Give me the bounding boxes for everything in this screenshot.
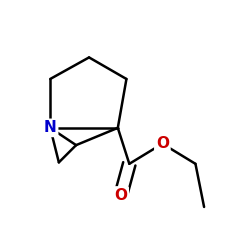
Text: N: N [44,120,56,136]
Text: O: O [114,188,127,203]
Text: O: O [156,136,169,151]
